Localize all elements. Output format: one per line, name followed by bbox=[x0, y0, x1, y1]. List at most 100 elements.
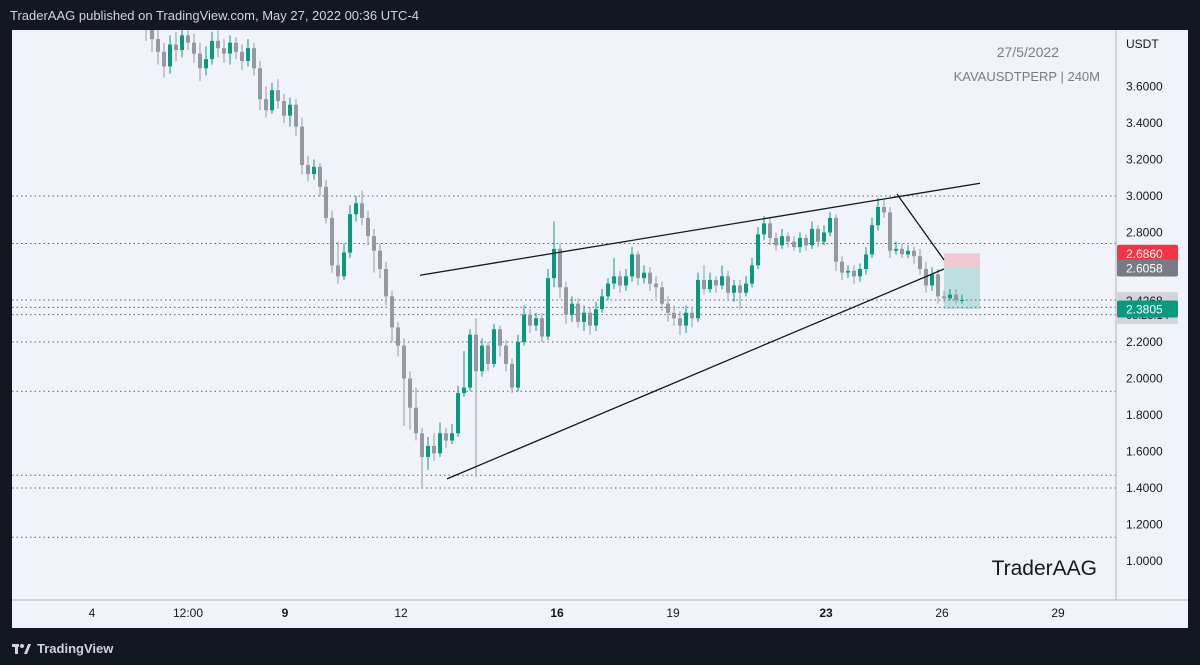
candle-body bbox=[612, 276, 616, 284]
candle-body bbox=[708, 279, 712, 290]
chart-frame[interactable] bbox=[12, 30, 1188, 628]
candle bbox=[402, 338, 406, 426]
candle bbox=[270, 82, 274, 114]
candle bbox=[552, 221, 556, 288]
y-tick-label: 2.2000 bbox=[1126, 335, 1163, 349]
candle-body bbox=[960, 300, 964, 302]
x-tick-label: 12 bbox=[394, 606, 408, 620]
candle-body bbox=[240, 51, 244, 61]
candle-body bbox=[954, 294, 958, 301]
candle-body bbox=[360, 203, 364, 218]
candle-body bbox=[870, 225, 874, 255]
candle-body bbox=[468, 334, 472, 388]
candle-body bbox=[480, 345, 484, 372]
candle bbox=[630, 247, 634, 282]
candle bbox=[876, 197, 880, 231]
candle bbox=[810, 221, 814, 249]
candle-body bbox=[774, 237, 778, 246]
candle-body bbox=[912, 250, 916, 257]
candle bbox=[186, 30, 190, 50]
candle-body bbox=[282, 101, 286, 116]
candle-body bbox=[354, 203, 358, 215]
candle bbox=[540, 312, 544, 342]
candle-body bbox=[534, 318, 538, 326]
candle bbox=[744, 276, 748, 297]
price-label-bg bbox=[1117, 244, 1178, 262]
candle-body bbox=[636, 254, 640, 279]
candle bbox=[894, 241, 898, 255]
candle bbox=[654, 276, 658, 299]
candle bbox=[474, 318, 478, 478]
candle-body bbox=[390, 296, 394, 328]
candle-body bbox=[486, 345, 490, 364]
candle-body bbox=[762, 223, 766, 235]
candle-body bbox=[264, 99, 268, 111]
candle-body bbox=[834, 217, 838, 262]
candle bbox=[168, 35, 172, 74]
candle bbox=[468, 329, 472, 392]
candle-body bbox=[318, 166, 322, 187]
candle bbox=[564, 281, 568, 324]
candle bbox=[618, 270, 622, 293]
candle bbox=[594, 301, 598, 332]
candle bbox=[204, 46, 208, 76]
candle-body bbox=[738, 285, 742, 293]
candle-body bbox=[456, 393, 460, 434]
candle-body bbox=[420, 433, 424, 457]
candle-body bbox=[432, 446, 436, 454]
candle bbox=[162, 42, 166, 78]
candle bbox=[528, 309, 532, 333]
candle-body bbox=[948, 294, 952, 299]
candle bbox=[510, 358, 514, 394]
candle-body bbox=[630, 254, 634, 277]
candle-body bbox=[846, 270, 850, 273]
candle-body bbox=[552, 248, 556, 279]
candle-body bbox=[648, 272, 652, 284]
candle bbox=[606, 278, 610, 301]
candle-body bbox=[270, 90, 274, 111]
candle bbox=[660, 281, 664, 311]
candle bbox=[936, 269, 940, 304]
candle bbox=[210, 31, 214, 65]
candle-body bbox=[198, 53, 202, 69]
tradingview-icon bbox=[12, 643, 31, 654]
tradingview-logo[interactable]: TradingView bbox=[12, 641, 113, 656]
candle-body bbox=[942, 296, 946, 299]
candle-body bbox=[192, 42, 196, 54]
trendlines[interactable] bbox=[419, 182, 981, 480]
candle-body bbox=[804, 237, 808, 246]
candle-body bbox=[720, 276, 724, 286]
candle-body bbox=[864, 254, 868, 269]
candle-body bbox=[384, 269, 388, 297]
candle-body bbox=[462, 387, 466, 394]
y-tick-label: 1.0000 bbox=[1126, 554, 1163, 568]
candle-body bbox=[906, 250, 910, 255]
candle bbox=[690, 307, 694, 328]
candle-body bbox=[516, 342, 520, 388]
candle-body bbox=[936, 274, 940, 297]
candle bbox=[234, 37, 238, 60]
candle-body bbox=[522, 314, 526, 342]
candle bbox=[900, 243, 904, 259]
candle bbox=[804, 234, 808, 251]
candle-body bbox=[306, 164, 310, 175]
candle bbox=[390, 290, 394, 342]
candle bbox=[834, 214, 838, 271]
y-tick-label: 1.4000 bbox=[1126, 481, 1163, 495]
price-label-bg bbox=[1117, 300, 1178, 318]
candle bbox=[240, 44, 244, 71]
price-label-bg bbox=[1117, 259, 1178, 277]
price-label-text: 2.3805 bbox=[1126, 303, 1163, 317]
candle bbox=[600, 289, 604, 313]
candle-body bbox=[678, 318, 682, 326]
candle-body bbox=[732, 285, 736, 293]
price-axis[interactable]: USDT bbox=[12, 30, 1188, 601]
candle bbox=[150, 30, 154, 52]
candle-body bbox=[294, 104, 298, 127]
candle bbox=[282, 93, 286, 123]
candle bbox=[954, 289, 958, 304]
candle bbox=[696, 272, 700, 322]
watermark-label: TraderAAG bbox=[992, 557, 1097, 580]
